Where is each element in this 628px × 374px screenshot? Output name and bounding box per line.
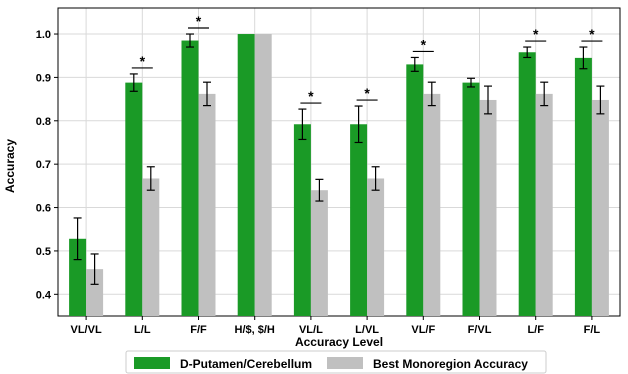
significance-star: * <box>589 26 595 42</box>
significance-star: * <box>421 36 427 52</box>
x-tick-label: VL/L <box>299 324 323 336</box>
bar-d-putamen <box>181 40 199 316</box>
bar-d-putamen <box>462 82 480 317</box>
legend-swatch-best-monoregion <box>327 357 363 369</box>
bar-best-monoregion <box>142 178 160 316</box>
significance-star: * <box>140 53 146 69</box>
bar-d-putamen <box>237 34 255 316</box>
legend: D-Putamen/Cerebellum Best Monoregion Acc… <box>125 350 547 374</box>
x-tick-label: F/VL <box>468 324 492 336</box>
legend-label-best-monoregion: Best Monoregion Accuracy <box>373 357 528 371</box>
x-tick-label: H/$, $/H <box>235 324 275 336</box>
bar-d-putamen <box>125 82 143 317</box>
y-axis-title: Accuracy <box>3 139 17 193</box>
bar-marks <box>69 34 609 317</box>
legend-swatch-d-putamen <box>134 357 170 369</box>
y-axis-ticks: 0.4 0.5 0.6 0.7 0.8 0.9 1.0 <box>36 29 58 301</box>
y-tick-label: 0.5 <box>36 246 51 258</box>
y-tick-label: 0.9 <box>36 72 51 84</box>
y-tick-label: 0.7 <box>36 159 51 171</box>
x-axis-ticks: VL/VL L/L F/F H/$, $/H VL/L L/VL VL/F F/VL L/F F/… <box>71 316 601 336</box>
x-tick-label: F/L <box>584 324 601 336</box>
bar-best-monoregion <box>479 99 497 317</box>
bar-best-monoregion <box>535 93 553 316</box>
significance-markers: * * * * * * * <box>131 13 603 104</box>
significance-star: * <box>364 85 370 101</box>
y-tick-label: 1.0 <box>36 29 51 41</box>
significance-star: * <box>196 13 202 29</box>
bar-best-monoregion <box>254 34 272 316</box>
y-tick-label: 0.6 <box>36 203 51 215</box>
bar-best-monoregion <box>198 93 216 316</box>
significance-star: * <box>308 88 314 104</box>
y-tick-label: 0.8 <box>36 116 51 128</box>
x-tick-label: L/VL <box>355 324 379 336</box>
y-tick-label: 0.4 <box>36 289 52 301</box>
bar-d-putamen <box>574 57 592 316</box>
plot-frame <box>57 7 621 317</box>
bar-d-putamen <box>69 238 87 316</box>
x-tick-label: L/F <box>527 324 544 336</box>
significance-star: * <box>533 26 539 42</box>
bar-d-putamen <box>518 52 536 316</box>
bar-best-monoregion <box>591 99 609 317</box>
bar-best-monoregion <box>86 269 104 316</box>
bar-best-monoregion <box>367 178 385 316</box>
legend-label-d-putamen: D-Putamen/Cerebellum <box>180 357 312 371</box>
x-tick-label: VL/F <box>411 324 435 336</box>
error-bars <box>73 33 605 285</box>
bar-d-putamen <box>350 124 368 316</box>
x-tick-label: VL/VL <box>71 324 102 336</box>
x-tick-label: F/F <box>190 324 207 336</box>
bar-d-putamen <box>293 124 311 316</box>
bar-best-monoregion <box>423 93 441 316</box>
bar-best-monoregion <box>310 190 328 316</box>
x-tick-label: L/L <box>134 324 151 336</box>
x-axis-title: Accuracy Level <box>295 335 383 349</box>
bar-d-putamen <box>406 64 424 316</box>
